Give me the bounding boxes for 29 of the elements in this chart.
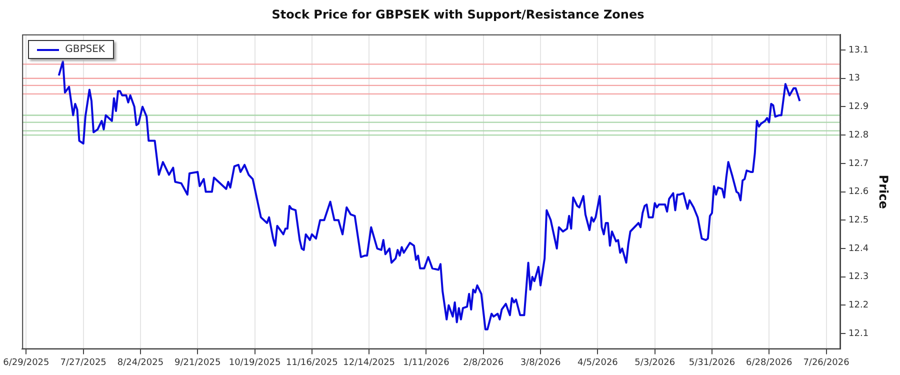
x-tick-label: 7/26/2026: [803, 358, 850, 368]
x-tick-label: 6/28/2026: [746, 358, 792, 368]
y-tick-label: 12.7: [848, 158, 869, 169]
x-tick-label: 2/8/2026: [463, 358, 504, 368]
y-tick-label: 12.4: [848, 244, 869, 254]
y-tick-label: 12.3: [848, 272, 869, 282]
y-tick-label: 12.1: [848, 328, 869, 339]
legend-label: GBPSEK: [65, 44, 105, 56]
x-tick-label: 11/16/2025: [286, 358, 338, 368]
x-tick-label: 10/19/2025: [228, 358, 281, 368]
y-axis-title: Price: [876, 174, 891, 209]
y-tick-label: 12.9: [848, 102, 869, 112]
x-tick-label: 12/14/2025: [343, 358, 396, 368]
y-tick-label: 12.5: [848, 216, 869, 226]
x-tick-label: 4/5/2026: [577, 358, 618, 368]
x-tick-label: 5/31/2026: [688, 358, 736, 368]
x-tick-label: 5/3/2026: [634, 358, 676, 368]
x-tick-label: 6/29/2025: [3, 358, 50, 368]
x-tick-label: 3/8/2026: [520, 358, 562, 368]
x-tick-label: 7/27/2025: [60, 358, 106, 368]
y-tick-label: 12.8: [848, 130, 869, 140]
y-tick-label: 12.2: [848, 300, 869, 311]
x-tick-label: 9/21/2025: [174, 358, 221, 368]
y-tick-label: 12.6: [848, 187, 869, 198]
y-tick-label: 13: [848, 74, 860, 84]
x-tick-label: 1/11/2026: [403, 358, 450, 368]
y-tick-label: 13.1: [848, 45, 869, 56]
x-tick-label: 8/24/2025: [117, 358, 164, 368]
chart-title: Stock Price for GBPSEK with Support/Resistance Zones: [272, 7, 644, 22]
